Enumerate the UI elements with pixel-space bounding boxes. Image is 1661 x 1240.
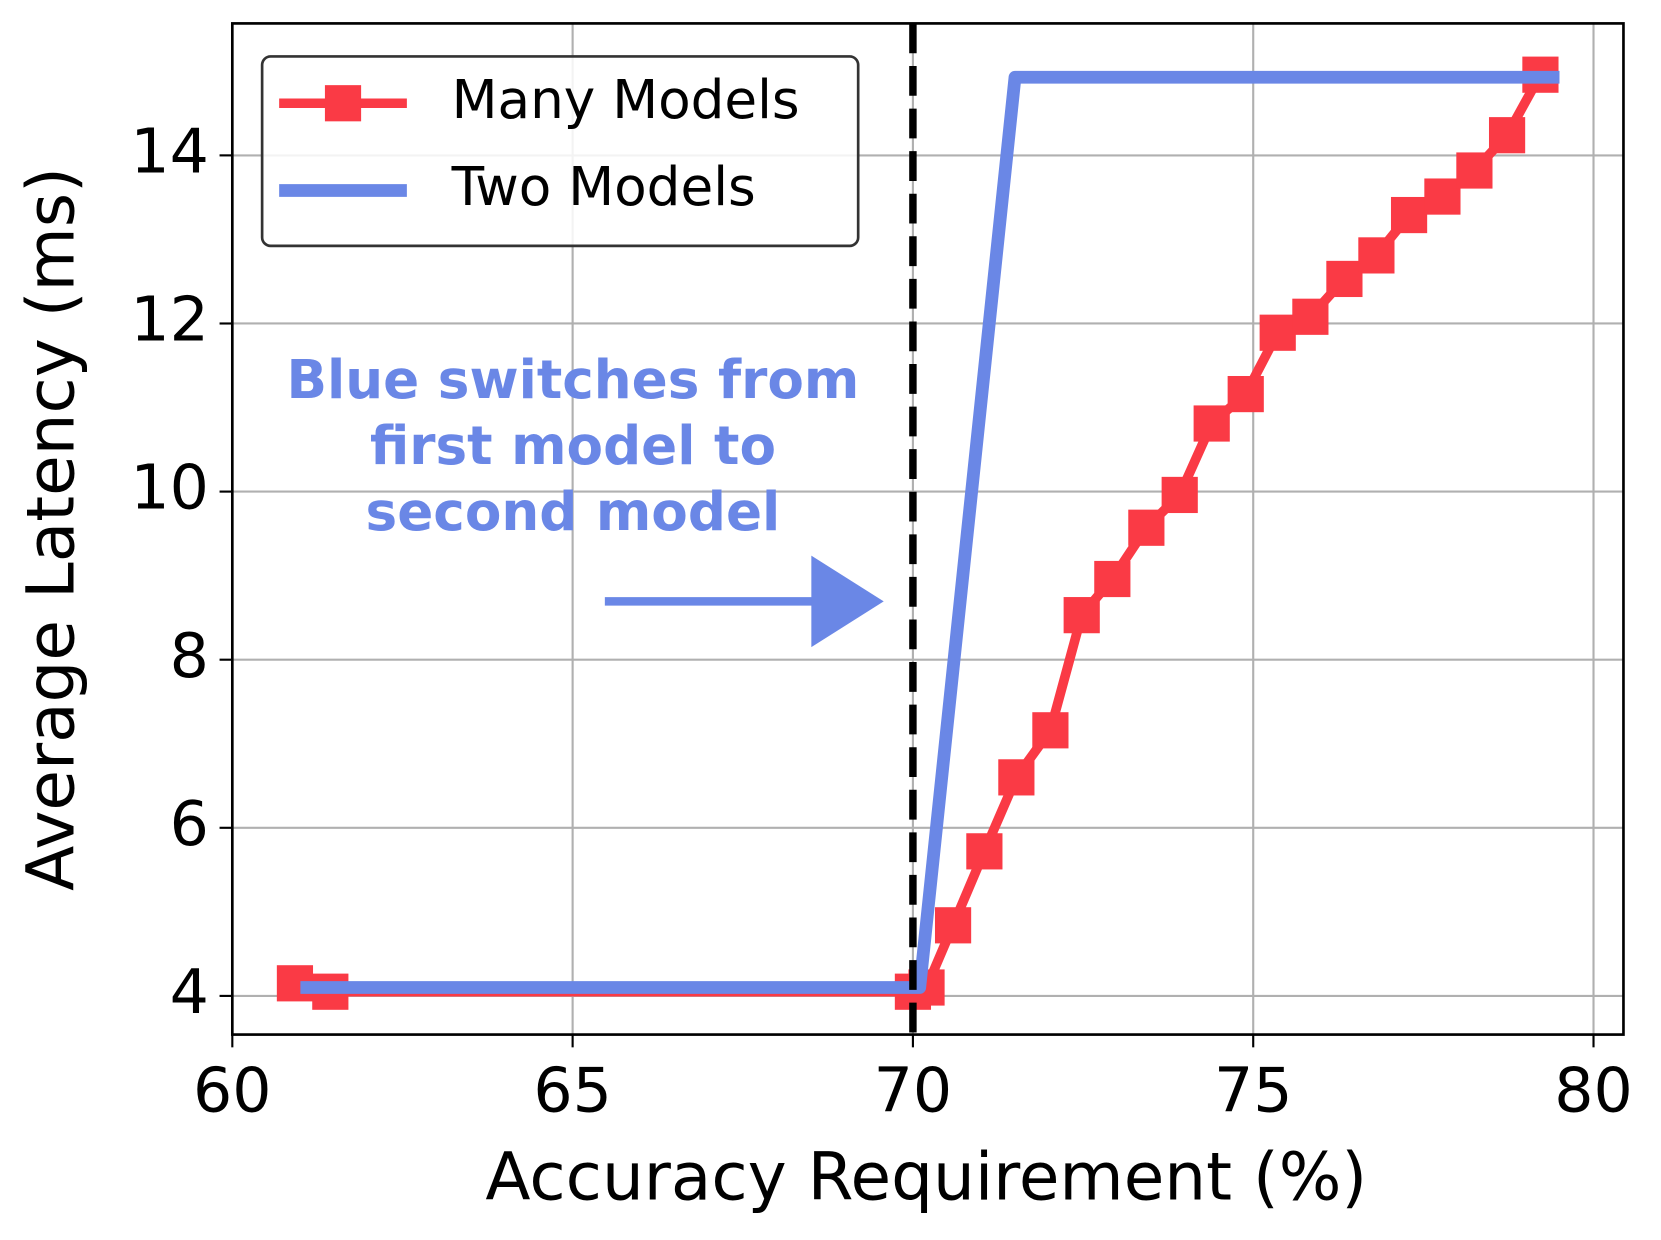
legend-marker bbox=[324, 85, 362, 122]
marker bbox=[1193, 405, 1230, 442]
marker bbox=[1128, 509, 1165, 546]
y-tick-label: 12 bbox=[130, 284, 209, 356]
marker bbox=[998, 759, 1035, 796]
y-tick-label: 4 bbox=[170, 956, 209, 1028]
legend-label: Two Models bbox=[451, 156, 756, 218]
marker bbox=[1456, 152, 1493, 189]
x-axis-label: Accuracy Requirement (%) bbox=[485, 1139, 1367, 1216]
marker bbox=[1326, 260, 1363, 298]
annotation-arrowhead bbox=[811, 555, 884, 648]
legend-box bbox=[260, 55, 860, 248]
legend-label: Many Models bbox=[452, 69, 800, 131]
annotation: Blue switches from bbox=[287, 349, 860, 411]
series-line bbox=[300, 70, 1560, 994]
marker bbox=[1424, 178, 1461, 215]
x-tick-label: 65 bbox=[533, 1054, 612, 1126]
y-tick-label: 6 bbox=[170, 788, 209, 860]
marker bbox=[1292, 298, 1329, 335]
marker bbox=[1094, 560, 1131, 598]
marker bbox=[1161, 476, 1198, 514]
x-tick-label: 60 bbox=[193, 1054, 272, 1126]
marker bbox=[1063, 597, 1100, 634]
y-tick-label: 8 bbox=[170, 620, 209, 692]
plot-frame bbox=[230, 22, 1625, 1036]
x-tick-label: 80 bbox=[1554, 1054, 1633, 1126]
marker bbox=[1358, 237, 1395, 274]
marker bbox=[1390, 196, 1428, 234]
marker bbox=[934, 907, 972, 944]
annotation: second model bbox=[366, 481, 781, 543]
y-tick-label: 14 bbox=[130, 115, 209, 187]
marker bbox=[1032, 712, 1069, 749]
marker bbox=[1488, 117, 1526, 154]
x-tick-label: 70 bbox=[874, 1054, 953, 1126]
y-tick-label: 10 bbox=[130, 452, 209, 524]
y-axis-label: Average Latency (ms) bbox=[13, 167, 90, 891]
marker bbox=[966, 833, 1003, 870]
x-tick-label: 75 bbox=[1214, 1054, 1293, 1126]
marker bbox=[1259, 314, 1296, 351]
marker bbox=[1227, 375, 1264, 413]
annotation: first model to bbox=[370, 415, 776, 477]
